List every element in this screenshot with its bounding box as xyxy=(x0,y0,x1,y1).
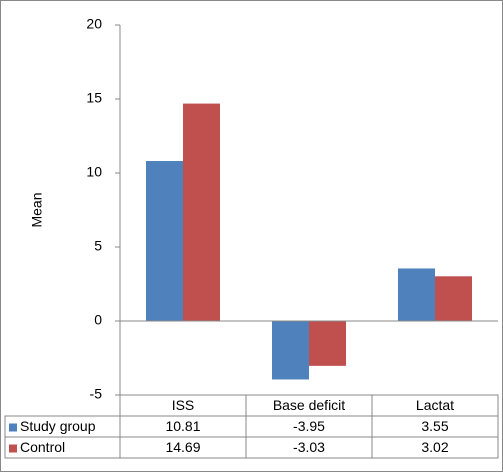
legend-swatch xyxy=(9,444,17,453)
bar xyxy=(183,103,220,321)
x-tick-label: ISS xyxy=(172,397,195,413)
data-table-value: 3.55 xyxy=(421,418,448,434)
x-tick-label: Lactat xyxy=(416,397,454,413)
data-table-value: -3.03 xyxy=(293,439,325,455)
bar xyxy=(272,321,309,380)
legend-label: Study group xyxy=(20,418,96,434)
bar xyxy=(309,321,346,366)
y-tick-label: 0 xyxy=(94,312,102,328)
legend-swatch xyxy=(9,423,17,432)
y-tick-label: 10 xyxy=(86,164,102,180)
legend-label: Control xyxy=(20,439,65,455)
data-table-value: -3.95 xyxy=(293,418,325,434)
y-tick-label: 15 xyxy=(86,90,102,106)
data-table-value: 10.81 xyxy=(165,418,200,434)
y-tick-label: 20 xyxy=(86,16,102,32)
y-axis-label: Mean xyxy=(29,192,45,227)
x-tick-label: Base deficit xyxy=(273,397,345,413)
data-table-value: 3.02 xyxy=(421,439,448,455)
data-table-value: 14.69 xyxy=(165,439,200,455)
bar xyxy=(398,268,435,321)
bar xyxy=(435,276,472,321)
y-tick-label: -5 xyxy=(90,386,103,402)
bar xyxy=(146,161,183,321)
y-tick-label: 5 xyxy=(94,238,102,254)
